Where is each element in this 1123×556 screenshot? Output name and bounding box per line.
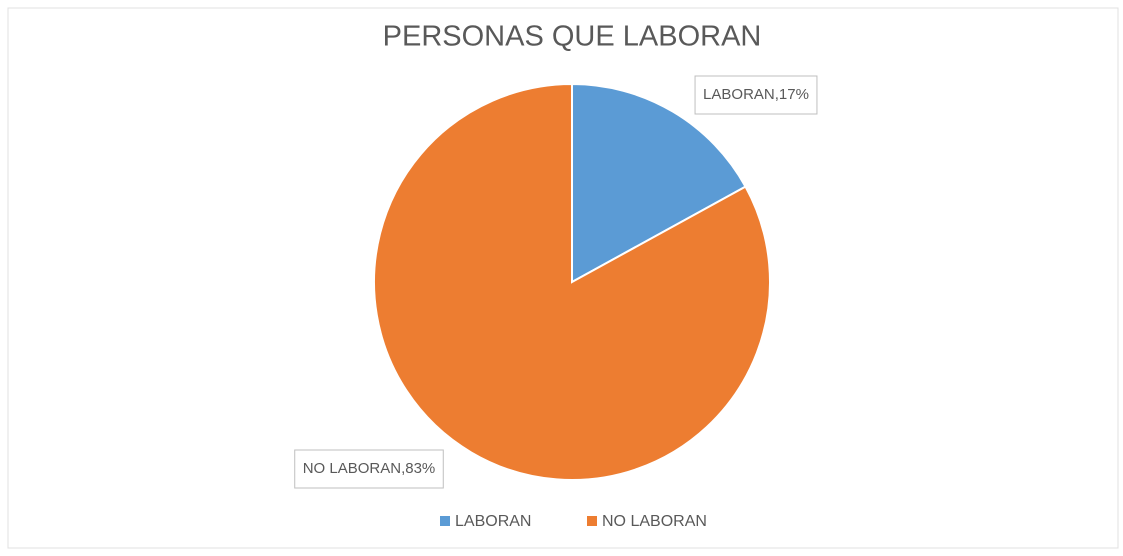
- pie-slice: [571, 82, 747, 284]
- legend-label: LABORAN: [455, 513, 531, 530]
- legend-swatch: [587, 516, 597, 526]
- legend-label: NO LABORAN: [602, 513, 707, 530]
- data-label-box: [294, 449, 444, 489]
- pie-slice: [373, 82, 771, 481]
- legend-swatch: [440, 516, 450, 526]
- chart-title: PERSONAS QUE LABORAN: [383, 21, 762, 53]
- data-label-box: [694, 75, 818, 115]
- data-label: NO LABORAN,83%: [303, 460, 436, 477]
- data-label: LABORAN,17%: [703, 86, 809, 103]
